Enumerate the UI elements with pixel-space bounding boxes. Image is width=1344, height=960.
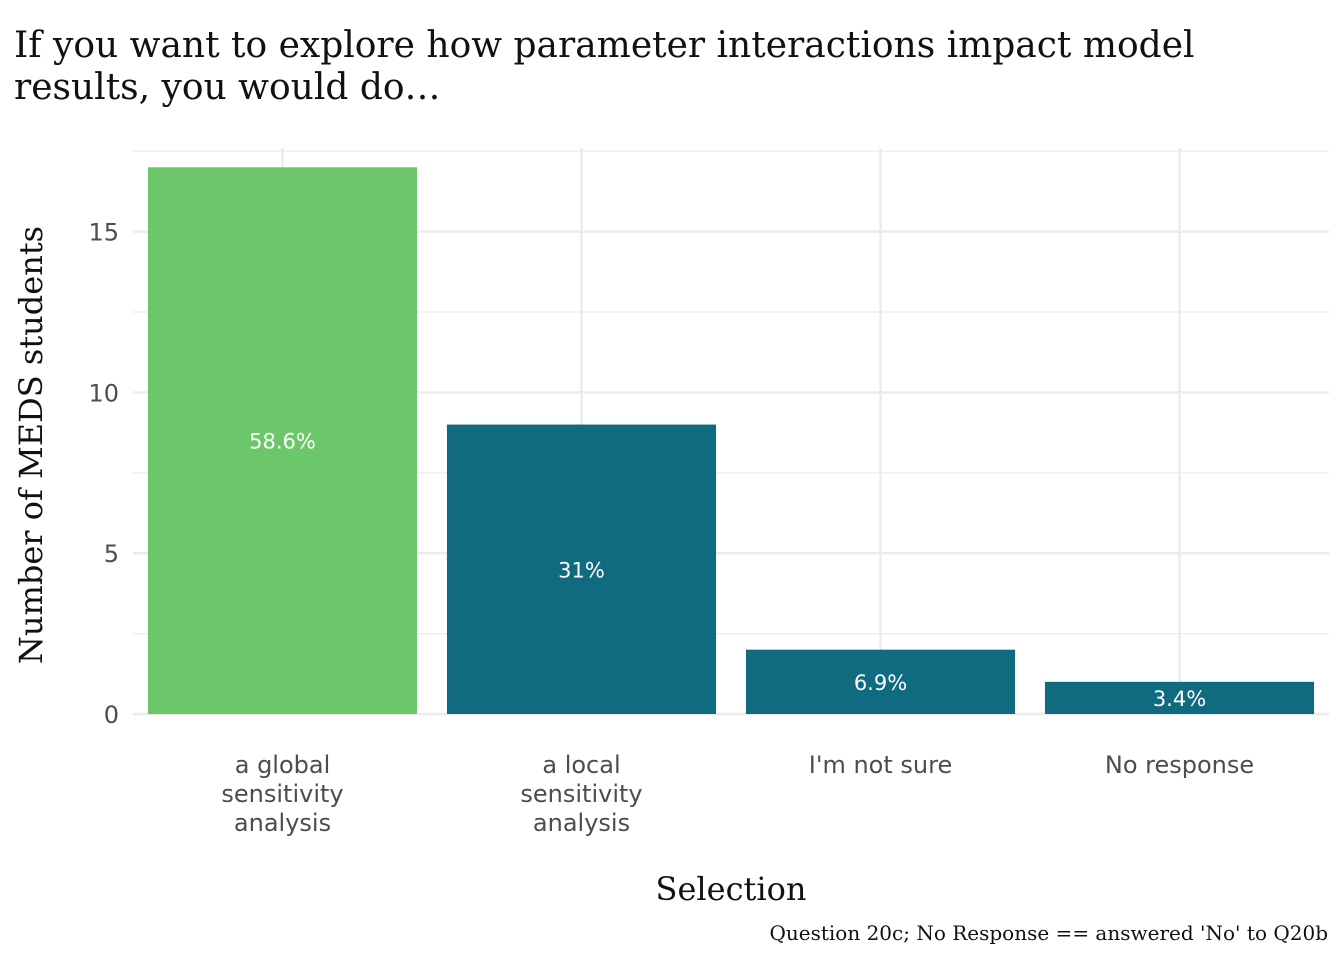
x-axis-title: Selection: [656, 870, 807, 908]
bar-value-labels: 58.6% 31% 6.9% 3.4%: [249, 430, 1206, 711]
bar: [1044, 681, 1315, 714]
bar: [147, 167, 418, 714]
x-tick-label: No response: [1105, 751, 1254, 779]
bar-value-label: 6.9%: [854, 671, 907, 695]
bar-value-label: 58.6%: [249, 430, 316, 454]
x-axis-ticks: a global sensitivity analysis a local sensit…: [221, 751, 1254, 837]
chart-title-line-1: If you want to explore how parameter int…: [14, 25, 1195, 66]
y-tick-label: 10: [88, 379, 119, 407]
bar: [446, 424, 717, 714]
chart-caption: Question 20c; No Response == answered 'N…: [769, 921, 1328, 945]
y-tick-label: 5: [104, 540, 119, 568]
y-axis-title: Number of MEDS students: [12, 226, 50, 664]
y-tick-label: 0: [104, 701, 119, 729]
bar-value-label: 31%: [558, 558, 605, 582]
bars: [147, 167, 1315, 714]
x-tick-label: a local sensitivity analysis: [520, 751, 642, 837]
bar: [745, 649, 1016, 714]
bar-value-label: 3.4%: [1153, 687, 1206, 711]
y-tick-label: 15: [88, 219, 119, 247]
x-tick-label: a global sensitivity analysis: [221, 751, 343, 837]
x-tick-label: I'm not sure: [809, 751, 952, 779]
y-axis-ticks: 0 5 10 15: [88, 219, 119, 729]
chart-title-line-2: results, you would do…: [14, 67, 441, 108]
